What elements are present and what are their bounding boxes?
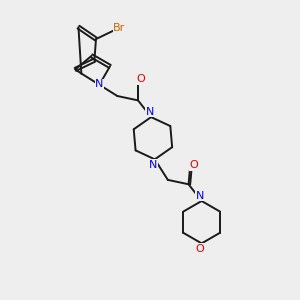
Text: N: N (146, 107, 154, 117)
Text: N: N (149, 160, 158, 170)
Text: N: N (196, 191, 204, 201)
Text: Br: Br (113, 23, 125, 33)
Text: O: O (196, 244, 205, 254)
Text: N: N (95, 79, 103, 89)
Text: O: O (136, 74, 145, 84)
Text: O: O (189, 160, 198, 170)
